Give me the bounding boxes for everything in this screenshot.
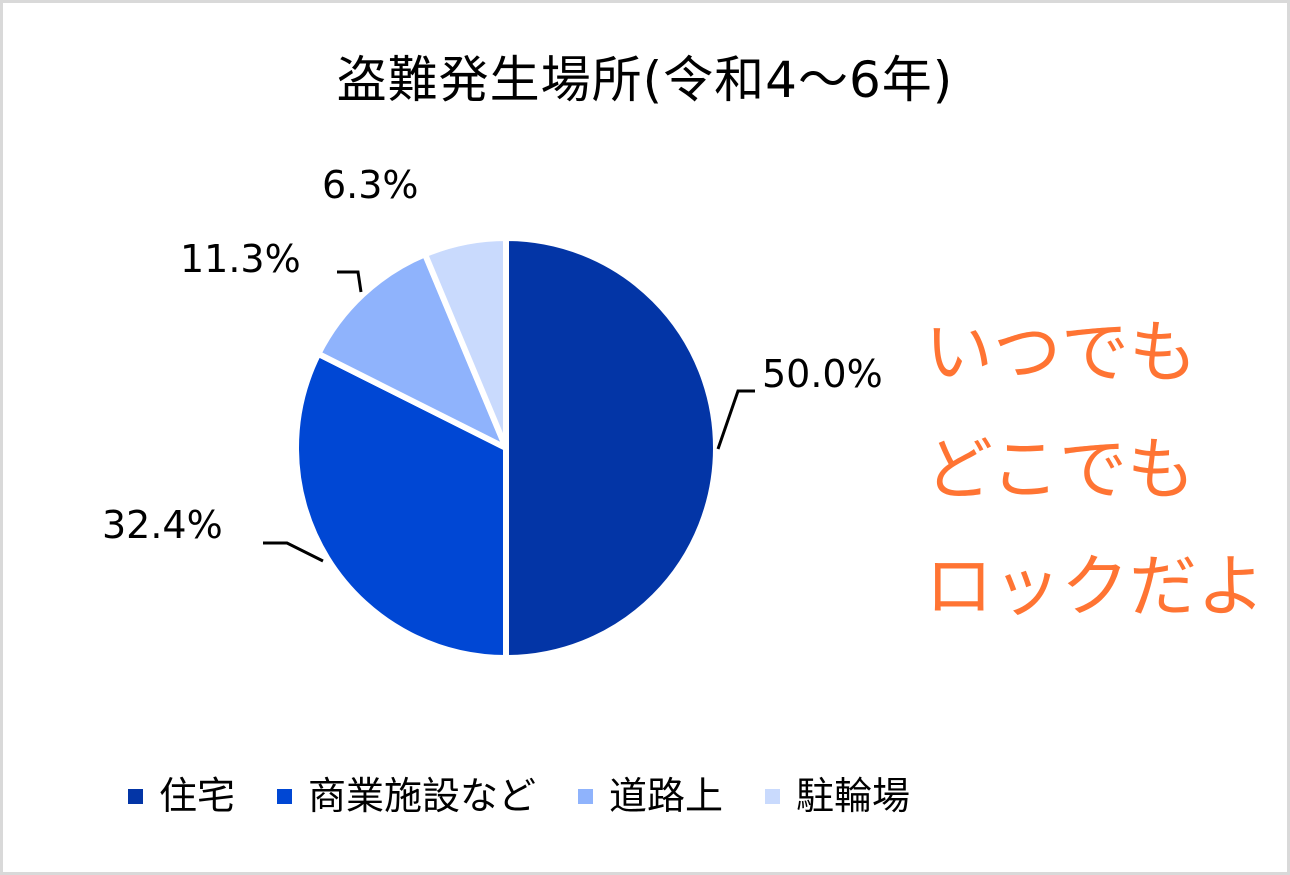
leader-lines	[263, 270, 755, 563]
callout-line-2: どこでも	[925, 431, 1195, 510]
legend-item-shogyo: 商業施設など	[277, 772, 536, 820]
leader-line-doro	[337, 270, 363, 293]
data-label-jutaku: 50.0%	[762, 352, 883, 396]
pie-slice-shogyo	[293, 350, 509, 661]
legend-label: 駐輪場	[796, 774, 911, 818]
callout-text: いつでも どこでも ロックだよ	[925, 295, 1265, 646]
legend-item-doro: 道路上	[578, 772, 723, 820]
leader-line-jutaku	[716, 389, 755, 450]
pie-slice-chuurinjo	[422, 235, 509, 451]
legend-label: 住宅	[159, 774, 236, 818]
pie-slice-jutaku	[503, 235, 719, 661]
data-label-chuurinjo: 6.3%	[322, 163, 419, 207]
legend-swatch-icon	[765, 788, 781, 804]
callout-line-1: いつでも	[925, 314, 1198, 393]
legend-item-jutaku: 住宅	[128, 772, 235, 820]
legend-swatch-icon	[277, 788, 293, 804]
legend-swatch-icon	[578, 788, 594, 804]
data-label-doro: 11.3%	[180, 237, 301, 281]
chart-legend: 住宅 商業施設など 道路上 駐輪場	[128, 772, 952, 820]
leader-line-shogyo	[263, 541, 324, 563]
callout-line-3: ロックだよ	[925, 548, 1266, 627]
data-label-shogyo: 32.4%	[102, 503, 223, 547]
chart-title: 盗難発生場所(令和4～6年)	[336, 51, 954, 109]
legend-label: 道路上	[609, 774, 724, 818]
legend-swatch-icon	[128, 788, 143, 804]
legend-item-chuurinjo: 駐輪場	[765, 772, 910, 820]
legend-label: 商業施設など	[308, 774, 537, 818]
pie-slice-doro	[315, 251, 509, 451]
pie-slices	[293, 235, 719, 661]
